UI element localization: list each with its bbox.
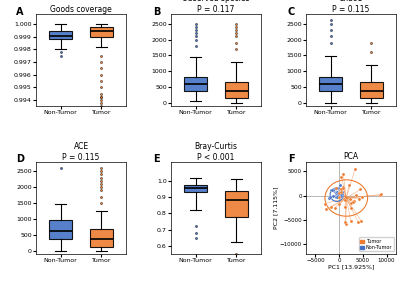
Point bbox=[336, 183, 343, 188]
PathPatch shape bbox=[319, 77, 342, 91]
Title: Chao1
P = 0.115: Chao1 P = 0.115 bbox=[332, 0, 370, 14]
Text: A: A bbox=[16, 7, 24, 17]
Point bbox=[355, 220, 362, 224]
Point bbox=[348, 205, 354, 210]
PathPatch shape bbox=[49, 30, 72, 39]
Point bbox=[353, 193, 360, 198]
Point bbox=[336, 192, 342, 197]
Title: Goods coverage: Goods coverage bbox=[50, 5, 112, 14]
Point bbox=[356, 197, 362, 201]
Title: PCA: PCA bbox=[344, 152, 358, 161]
PathPatch shape bbox=[225, 82, 248, 98]
Point bbox=[352, 167, 358, 171]
Point bbox=[340, 172, 346, 176]
Point bbox=[327, 194, 333, 199]
PathPatch shape bbox=[90, 27, 113, 37]
PathPatch shape bbox=[49, 221, 72, 239]
Point bbox=[335, 192, 342, 196]
Point bbox=[338, 175, 345, 179]
Point bbox=[336, 202, 342, 206]
Legend: Tumor, Non-Tumor: Tumor, Non-Tumor bbox=[359, 237, 394, 251]
Point bbox=[333, 195, 339, 199]
Point bbox=[328, 205, 335, 209]
PathPatch shape bbox=[90, 229, 113, 247]
Point bbox=[342, 219, 348, 224]
Title: Observed species
P = 0.117: Observed species P = 0.117 bbox=[182, 0, 250, 14]
Point bbox=[359, 195, 366, 199]
Point bbox=[341, 197, 347, 201]
Point bbox=[329, 188, 336, 192]
Point bbox=[333, 186, 340, 190]
PathPatch shape bbox=[360, 82, 383, 98]
Point bbox=[378, 192, 384, 197]
Point bbox=[338, 191, 344, 196]
Point bbox=[331, 187, 337, 191]
Title: Bray-Curtis
P < 0.001: Bray-Curtis P < 0.001 bbox=[194, 142, 238, 162]
Y-axis label: PC2 [7.115%]: PC2 [7.115%] bbox=[273, 186, 278, 229]
Point bbox=[328, 188, 334, 193]
PathPatch shape bbox=[225, 191, 248, 217]
Point bbox=[330, 187, 336, 192]
Text: B: B bbox=[153, 7, 160, 17]
PathPatch shape bbox=[184, 77, 207, 91]
Point bbox=[340, 185, 346, 189]
Point bbox=[334, 191, 341, 195]
Point bbox=[332, 205, 338, 210]
Point bbox=[335, 191, 342, 195]
Point bbox=[343, 222, 349, 226]
Point bbox=[334, 193, 340, 198]
Point bbox=[338, 187, 344, 191]
Point bbox=[338, 190, 344, 195]
Point bbox=[339, 191, 345, 196]
Point bbox=[377, 193, 384, 197]
Text: E: E bbox=[153, 154, 160, 164]
Point bbox=[338, 194, 344, 199]
Point bbox=[334, 193, 341, 198]
Point bbox=[346, 182, 352, 187]
Point bbox=[335, 194, 342, 198]
Point bbox=[351, 199, 358, 203]
Point bbox=[348, 201, 354, 205]
Point bbox=[322, 201, 328, 206]
Text: F: F bbox=[288, 154, 295, 164]
PathPatch shape bbox=[184, 185, 207, 192]
Point bbox=[334, 195, 340, 200]
Text: D: D bbox=[16, 154, 24, 164]
Point bbox=[348, 218, 354, 223]
X-axis label: PC1 [13.925%]: PC1 [13.925%] bbox=[328, 264, 374, 269]
Point bbox=[357, 187, 364, 192]
Point bbox=[358, 219, 364, 223]
Point bbox=[326, 196, 332, 201]
Point bbox=[350, 199, 356, 204]
Point bbox=[340, 186, 346, 190]
Point bbox=[334, 186, 340, 190]
Title: ACE
P = 0.115: ACE P = 0.115 bbox=[62, 142, 100, 162]
Point bbox=[330, 194, 336, 198]
Point bbox=[336, 194, 342, 199]
Point bbox=[334, 190, 340, 195]
Point bbox=[347, 196, 354, 201]
Point bbox=[339, 190, 346, 194]
Point bbox=[341, 197, 348, 202]
Text: C: C bbox=[288, 7, 295, 17]
Point bbox=[323, 207, 329, 212]
Point bbox=[342, 205, 348, 210]
